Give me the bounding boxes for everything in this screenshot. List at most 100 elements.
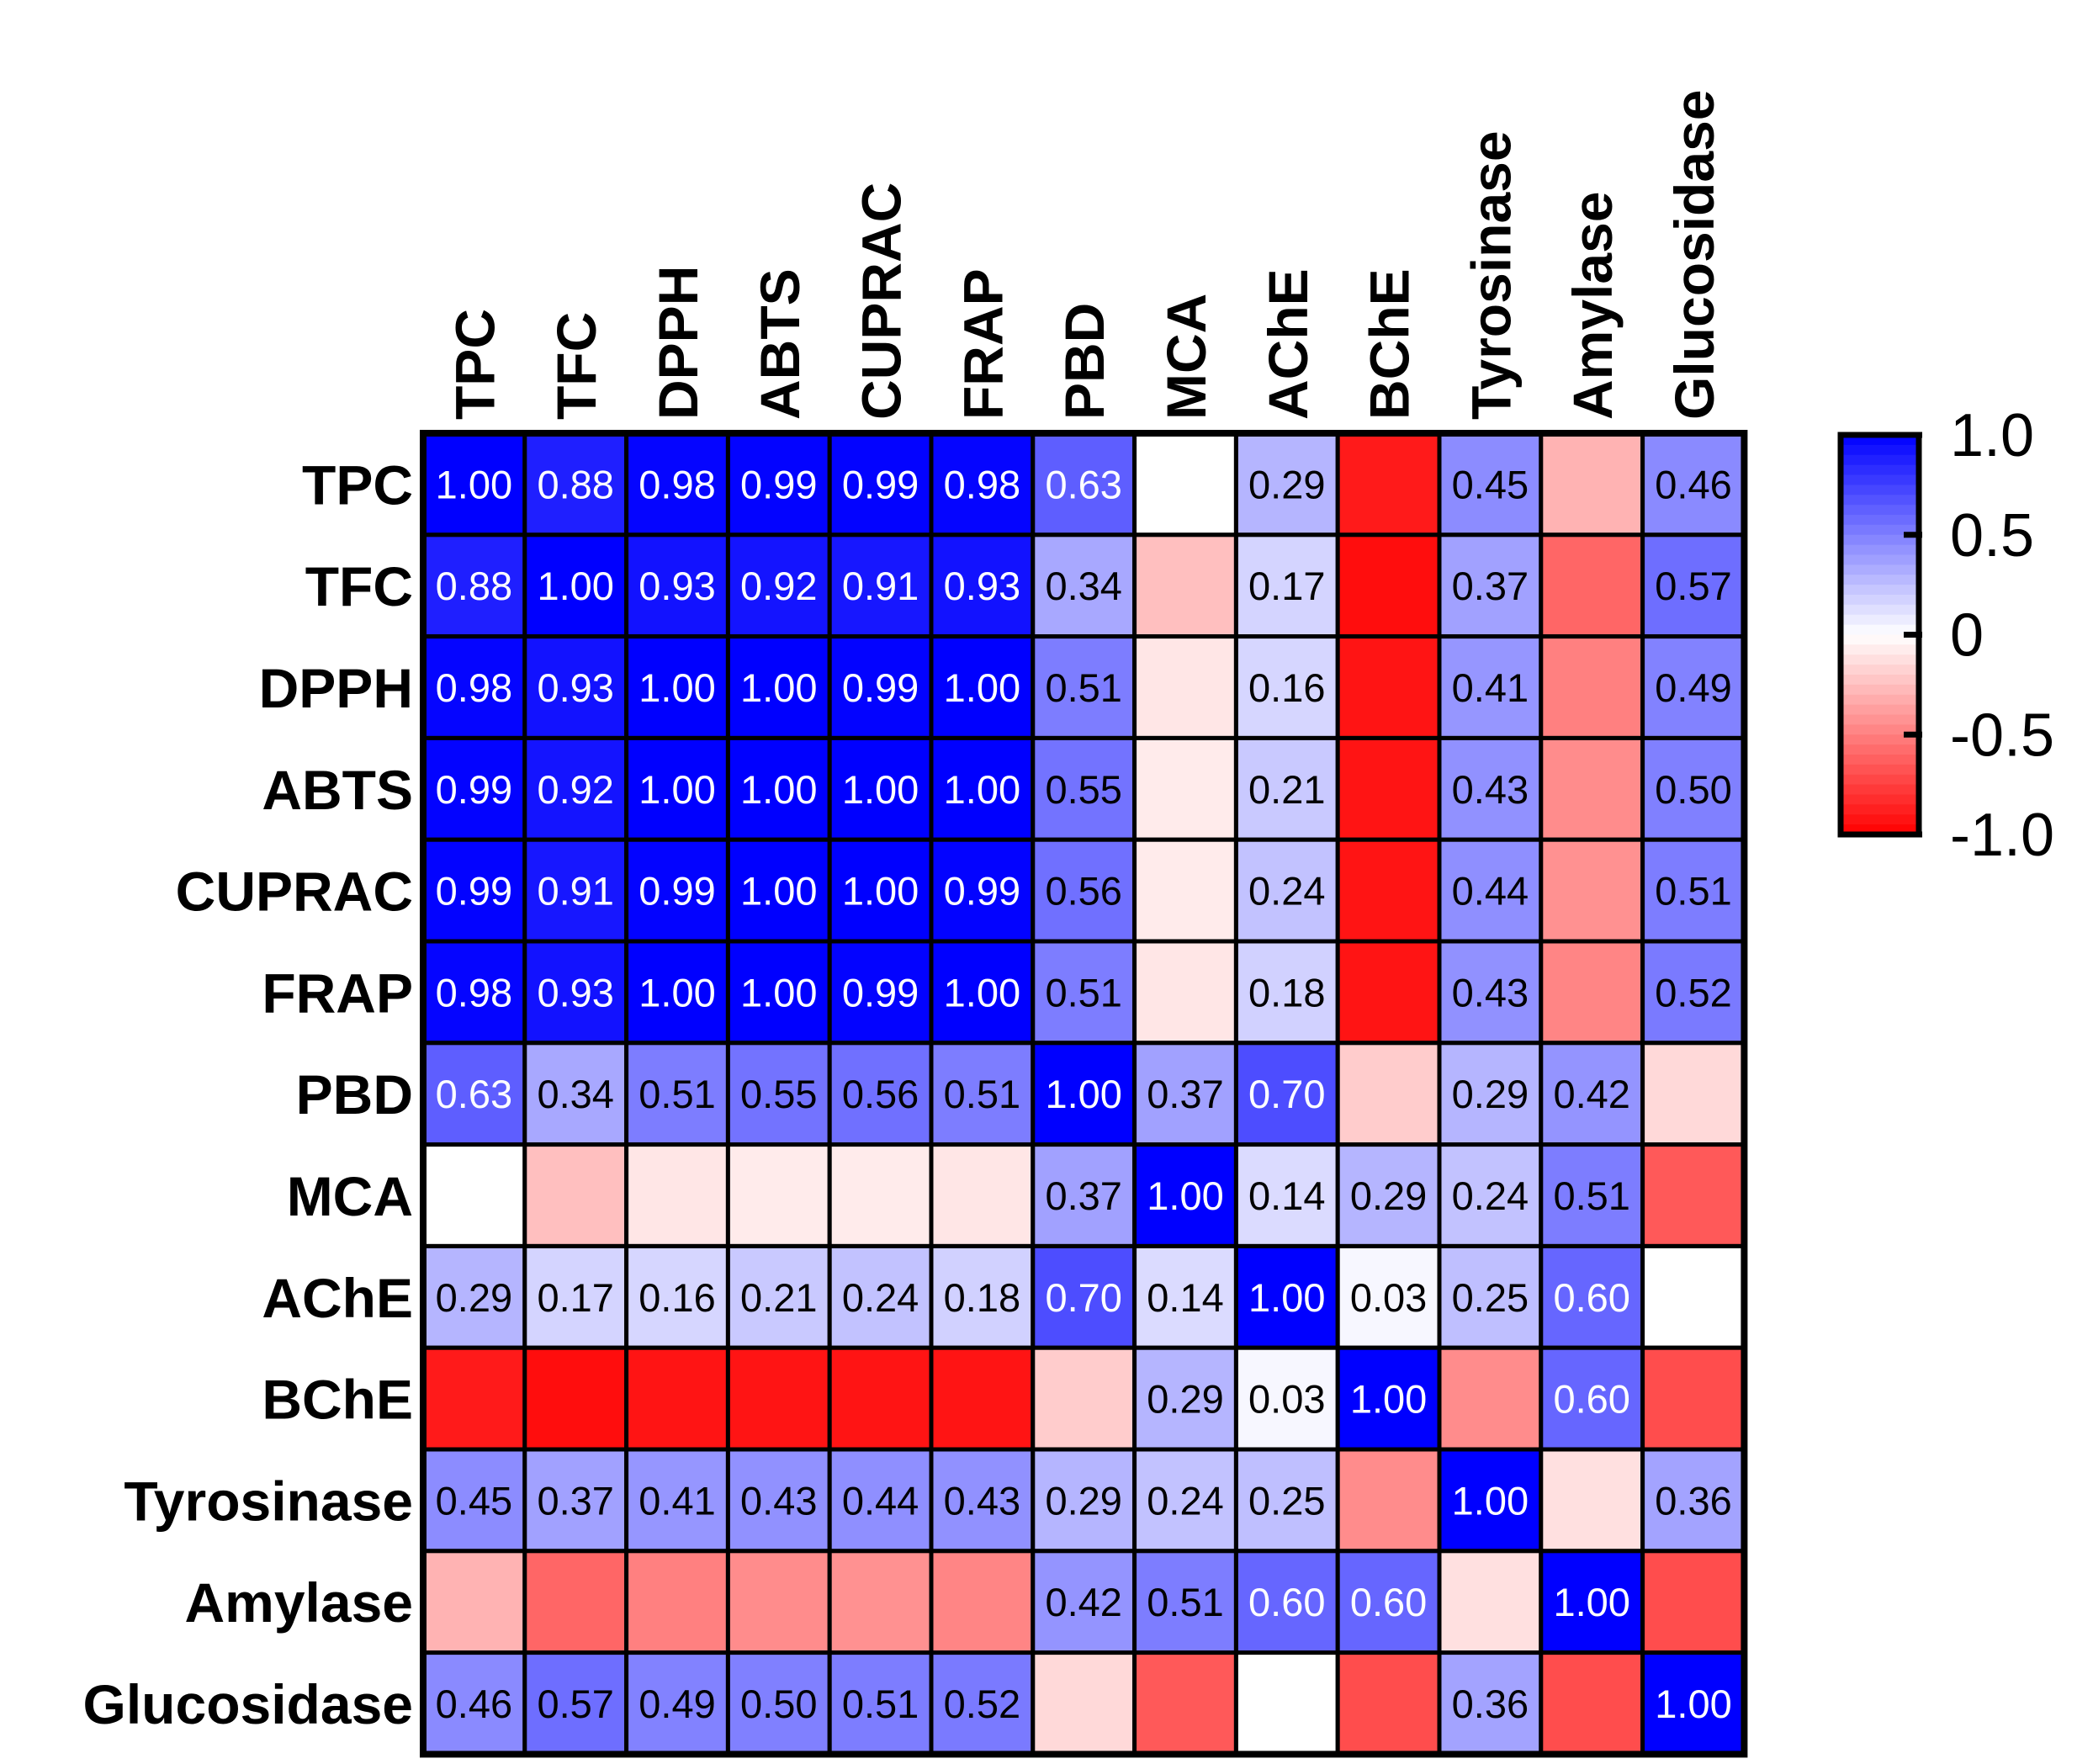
cell-value-label: 0.25 xyxy=(1452,1275,1529,1320)
cell-value-label: 0.99 xyxy=(740,462,817,506)
colorbar: 1.0 0.5 0 -0.5 -1.0 xyxy=(1837,402,2054,869)
colorbar-band xyxy=(1841,534,1919,546)
heatmap-cell xyxy=(421,1345,527,1452)
colorbar-band xyxy=(1841,474,1919,485)
heatmap-cell xyxy=(1437,532,1544,639)
heatmap-cell xyxy=(1437,634,1544,740)
colorbar-band xyxy=(1841,804,1919,815)
heatmap-cell xyxy=(1132,634,1238,740)
cell-value-label: 1.00 xyxy=(1553,1580,1629,1624)
cell-value-label: 0.46 xyxy=(1655,462,1731,506)
cell-value-label: 0.92 xyxy=(537,767,613,812)
heatmap-cell xyxy=(1132,431,1238,538)
heatmap-cell xyxy=(929,1650,1036,1756)
colorbar-band xyxy=(1841,764,1919,776)
cell-value-label: 1.00 xyxy=(638,767,715,812)
heatmap-cell xyxy=(827,939,934,1046)
row-label: TFC xyxy=(305,555,413,617)
cell-value-label: 0.44 xyxy=(842,1478,919,1523)
cell-value-label: 0.37 xyxy=(537,1478,613,1523)
cell-value-label: 0.44 xyxy=(1452,869,1529,914)
cell-value-label: 0.41 xyxy=(1452,665,1529,710)
row-label: AChE xyxy=(262,1267,413,1329)
heatmap-cell xyxy=(1640,837,1746,944)
cell-value-label: 0.43 xyxy=(1452,970,1529,1014)
heatmap-cell xyxy=(1233,837,1340,944)
cell-value-label: 0.29 xyxy=(1248,462,1325,506)
cell-value-label: 0.43 xyxy=(944,1478,1020,1523)
heatmap-cell xyxy=(725,532,832,639)
column-label: Glucosidase xyxy=(1663,90,1725,421)
colorbar-band xyxy=(1841,684,1919,696)
row-label: TPC xyxy=(302,453,413,516)
column-label: ABTS xyxy=(749,268,811,420)
cell-value-label: 1.00 xyxy=(1147,1173,1223,1218)
cell-value-label: 0.16 xyxy=(1248,665,1325,710)
heatmap-cell xyxy=(929,1345,1036,1452)
heatmap-cell xyxy=(929,837,1036,944)
heatmap-cell xyxy=(1640,1549,1746,1655)
heatmap-cell xyxy=(1335,1142,1442,1248)
heatmap-cell xyxy=(1233,1650,1340,1756)
cell-value-label: 0.42 xyxy=(1553,1072,1629,1116)
cell-value-label: 0.51 xyxy=(1655,869,1731,914)
cell-value-label: 0.98 xyxy=(436,665,512,710)
heatmap-cell xyxy=(929,1041,1036,1147)
heatmap-cell xyxy=(624,1447,730,1554)
cell-value-label: 0.98 xyxy=(944,462,1020,506)
cell-value-label: 0.16 xyxy=(638,1275,715,1320)
heatmap-cell xyxy=(1335,939,1442,1046)
colorbar-band xyxy=(1841,675,1919,686)
heatmap-cell xyxy=(624,634,730,740)
heatmap-cell xyxy=(1132,1142,1238,1248)
heatmap-cell xyxy=(827,1345,934,1452)
heatmap-cell xyxy=(827,1243,934,1350)
colorbar-tick-label: -1.0 xyxy=(1950,802,2054,869)
cell-value-label: 1.00 xyxy=(638,665,715,710)
colorbar-band xyxy=(1841,714,1919,725)
heatmap-cells: 1.00 0.88 0.98 0.99 0.99 0.98 0.63 0.29 0.45 0.46… xyxy=(421,431,1746,1756)
cell-value-label: 0.92 xyxy=(740,564,817,608)
cell-value-label: 0.51 xyxy=(842,1682,919,1726)
heatmap-cell xyxy=(624,939,730,1046)
colorbar-band xyxy=(1841,784,1919,796)
heatmap-cell xyxy=(421,1549,527,1655)
heatmap-cell xyxy=(1335,431,1442,538)
heatmap-cell xyxy=(1233,431,1340,538)
heatmap-cell xyxy=(1335,837,1442,944)
cell-value-label: 1.00 xyxy=(1248,1275,1325,1320)
cell-value-label: 0.91 xyxy=(842,564,919,608)
column-label: TFC xyxy=(545,312,607,420)
cell-value-label: 1.00 xyxy=(740,767,817,812)
heatmap-border xyxy=(420,430,1748,1758)
colorbar-band xyxy=(1841,495,1919,506)
heatmap-cell xyxy=(725,1549,832,1655)
cell-value-label: 0.52 xyxy=(1655,970,1731,1014)
heatmap-cell xyxy=(1233,1142,1340,1248)
cell-value-label: 0.99 xyxy=(436,869,512,914)
heatmap-cell xyxy=(1437,939,1544,1046)
row-label: BChE xyxy=(262,1369,413,1431)
heatmap-cell xyxy=(1335,1243,1442,1350)
cell-value-label: 0.63 xyxy=(436,1072,512,1116)
heatmap-cell xyxy=(725,939,832,1046)
cell-value-label: 0.51 xyxy=(944,1072,1020,1116)
cell-value-label: 0.50 xyxy=(1655,767,1731,812)
cell-value-label: 0.99 xyxy=(842,665,919,710)
cell-value-label: 0.29 xyxy=(436,1275,512,1320)
column-label: BChE xyxy=(1359,268,1421,420)
heatmap-cell xyxy=(421,1142,527,1248)
heatmap-cell xyxy=(1132,837,1238,944)
cell-value-label: 0.56 xyxy=(842,1072,919,1116)
heatmap-cell xyxy=(1539,837,1645,944)
heatmap-cell xyxy=(1132,1041,1238,1147)
heatmap-cell xyxy=(929,939,1036,1046)
heatmap-cell xyxy=(827,1447,934,1554)
heatmap-cell xyxy=(1132,735,1238,842)
colorbar-band xyxy=(1841,734,1919,745)
heatmap-cell xyxy=(1335,1041,1442,1147)
cell-value-label: 0.17 xyxy=(1248,564,1325,608)
cell-value-label: 0.55 xyxy=(1045,767,1121,812)
column-labels: TPC TFC DPPH ABTS CUPRAC FRAP PBD MCA AChE BChE Ty… xyxy=(443,90,1725,421)
colorbar-band xyxy=(1841,694,1919,706)
